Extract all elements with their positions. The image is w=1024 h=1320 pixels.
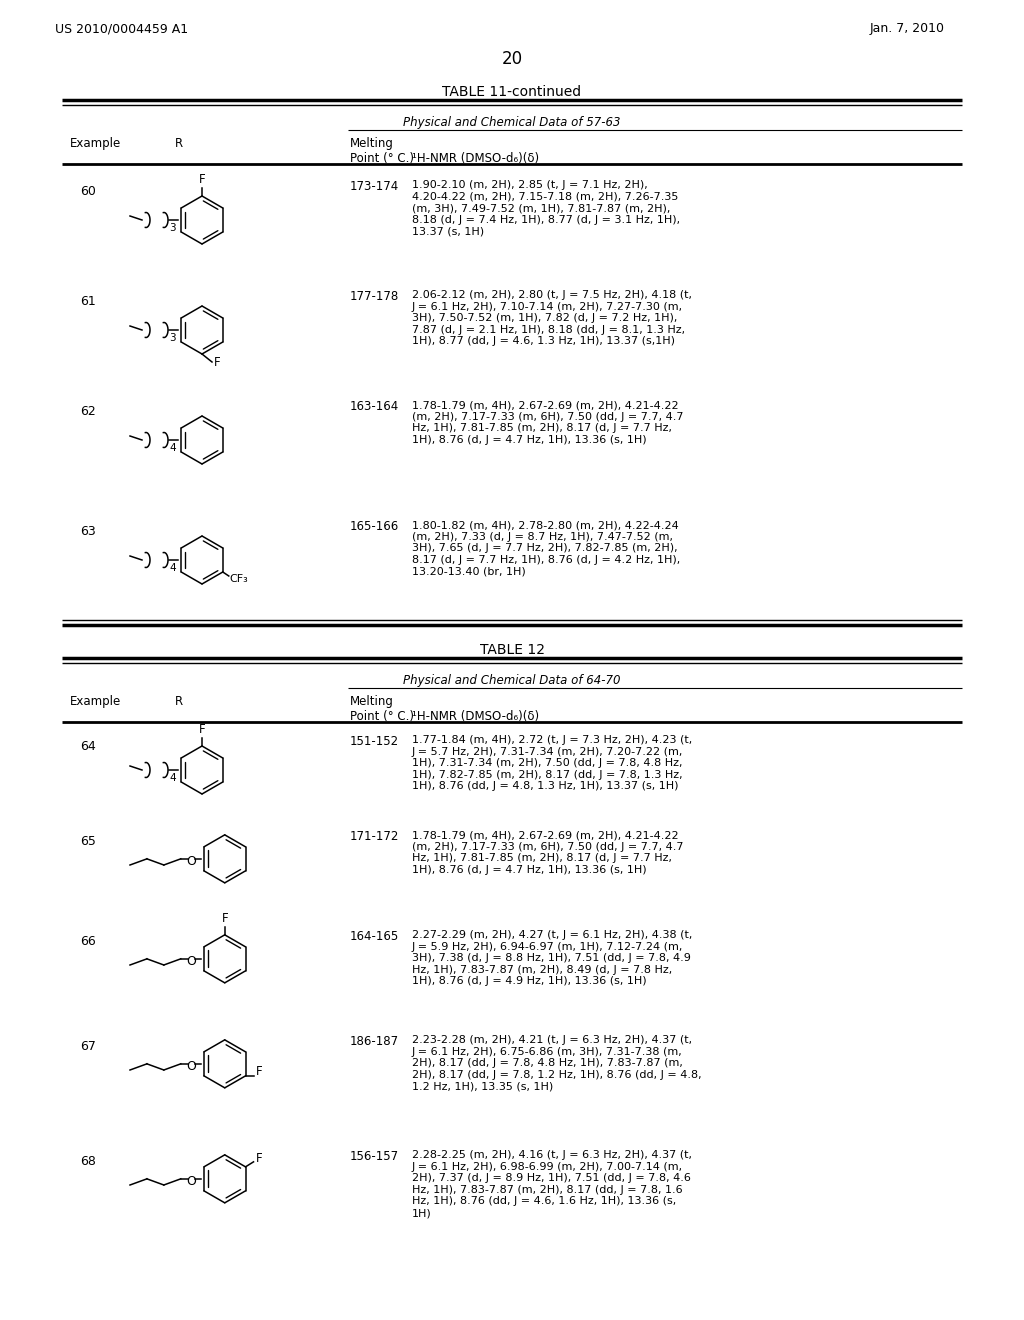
Text: TABLE 12: TABLE 12 [479,643,545,657]
Text: O: O [185,954,196,968]
Text: 171-172: 171-172 [350,830,399,843]
Text: 1.78-1.79 (m, 4H), 2.67-2.69 (m, 2H), 4.21-4.22
(m, 2H), 7.17-7.33 (m, 6H), 7.50: 1.78-1.79 (m, 4H), 2.67-2.69 (m, 2H), 4.… [412,830,683,875]
Text: F: F [214,355,220,368]
Text: 1.90-2.10 (m, 2H), 2.85 (t, J = 7.1 Hz, 2H),
4.20-4.22 (m, 2H), 7.15-7.18 (m, 2H: 1.90-2.10 (m, 2H), 2.85 (t, J = 7.1 Hz, … [412,180,680,236]
Text: 1.78-1.79 (m, 4H), 2.67-2.69 (m, 2H), 4.21-4.22
(m, 2H), 7.17-7.33 (m, 6H), 7.50: 1.78-1.79 (m, 4H), 2.67-2.69 (m, 2H), 4.… [412,400,683,445]
Text: Point (° C.): Point (° C.) [350,710,414,723]
Text: F: F [256,1152,262,1166]
Text: US 2010/0004459 A1: US 2010/0004459 A1 [55,22,188,36]
Text: ¹H-NMR (DMSO-d₆)(δ): ¹H-NMR (DMSO-d₆)(δ) [412,152,539,165]
Text: R: R [175,696,183,708]
Text: 68: 68 [80,1155,96,1168]
Text: 63: 63 [80,525,96,539]
Text: O: O [185,1060,196,1073]
Text: 163-164: 163-164 [350,400,399,413]
Text: 3: 3 [169,333,176,343]
Text: TABLE 11-continued: TABLE 11-continued [442,84,582,99]
Text: R: R [175,137,183,150]
Text: O: O [185,1175,196,1188]
Text: 2.28-2.25 (m, 2H), 4.16 (t, J = 6.3 Hz, 2H), 4.37 (t,
J = 6.1 Hz, 2H), 6.98-6.99: 2.28-2.25 (m, 2H), 4.16 (t, J = 6.3 Hz, … [412,1150,692,1218]
Text: 4: 4 [169,444,176,453]
Text: 67: 67 [80,1040,96,1053]
Text: 4: 4 [169,774,176,783]
Text: 60: 60 [80,185,96,198]
Text: CF₃: CF₃ [229,574,249,583]
Text: 1.80-1.82 (m, 4H), 2.78-2.80 (m, 2H), 4.22-4.24
(m, 2H), 7.33 (d, J = 8.7 Hz, 1H: 1.80-1.82 (m, 4H), 2.78-2.80 (m, 2H), 4.… [412,520,680,577]
Text: 173-174: 173-174 [350,180,399,193]
Text: Physical and Chemical Data of 64-70: Physical and Chemical Data of 64-70 [403,675,621,686]
Text: 165-166: 165-166 [350,520,399,533]
Text: 61: 61 [80,294,96,308]
Text: 186-187: 186-187 [350,1035,399,1048]
Text: Point (° C.): Point (° C.) [350,152,414,165]
Text: 177-178: 177-178 [350,290,399,304]
Text: Example: Example [70,696,121,708]
Text: 66: 66 [80,935,96,948]
Text: O: O [185,855,196,867]
Text: F: F [256,1065,262,1078]
Text: F: F [199,173,206,186]
Text: F: F [199,723,206,737]
Text: 4: 4 [169,564,176,573]
Text: 65: 65 [80,836,96,847]
Text: Melting: Melting [350,137,394,150]
Text: Example: Example [70,137,121,150]
Text: 2.06-2.12 (m, 2H), 2.80 (t, J = 7.5 Hz, 2H), 4.18 (t,
J = 6.1 Hz, 2H), 7.10-7.14: 2.06-2.12 (m, 2H), 2.80 (t, J = 7.5 Hz, … [412,290,692,346]
Text: 1.77-1.84 (m, 4H), 2.72 (t, J = 7.3 Hz, 2H), 4.23 (t,
J = 5.7 Hz, 2H), 7.31-7.34: 1.77-1.84 (m, 4H), 2.72 (t, J = 7.3 Hz, … [412,735,692,792]
Text: F: F [221,912,228,925]
Text: Jan. 7, 2010: Jan. 7, 2010 [870,22,945,36]
Text: 151-152: 151-152 [350,735,399,748]
Text: Physical and Chemical Data of 57-63: Physical and Chemical Data of 57-63 [403,116,621,129]
Text: 20: 20 [502,50,522,69]
Text: 3: 3 [169,223,176,234]
Text: ¹H-NMR (DMSO-d₆)(δ): ¹H-NMR (DMSO-d₆)(δ) [412,710,539,723]
Text: 2.27-2.29 (m, 2H), 4.27 (t, J = 6.1 Hz, 2H), 4.38 (t,
J = 5.9 Hz, 2H), 6.94-6.97: 2.27-2.29 (m, 2H), 4.27 (t, J = 6.1 Hz, … [412,931,692,986]
Text: 164-165: 164-165 [350,931,399,942]
Text: 2.23-2.28 (m, 2H), 4.21 (t, J = 6.3 Hz, 2H), 4.37 (t,
J = 6.1 Hz, 2H), 6.75-6.86: 2.23-2.28 (m, 2H), 4.21 (t, J = 6.3 Hz, … [412,1035,701,1092]
Text: 62: 62 [80,405,96,418]
Text: Melting: Melting [350,696,394,708]
Text: 156-157: 156-157 [350,1150,399,1163]
Text: 64: 64 [80,741,96,752]
